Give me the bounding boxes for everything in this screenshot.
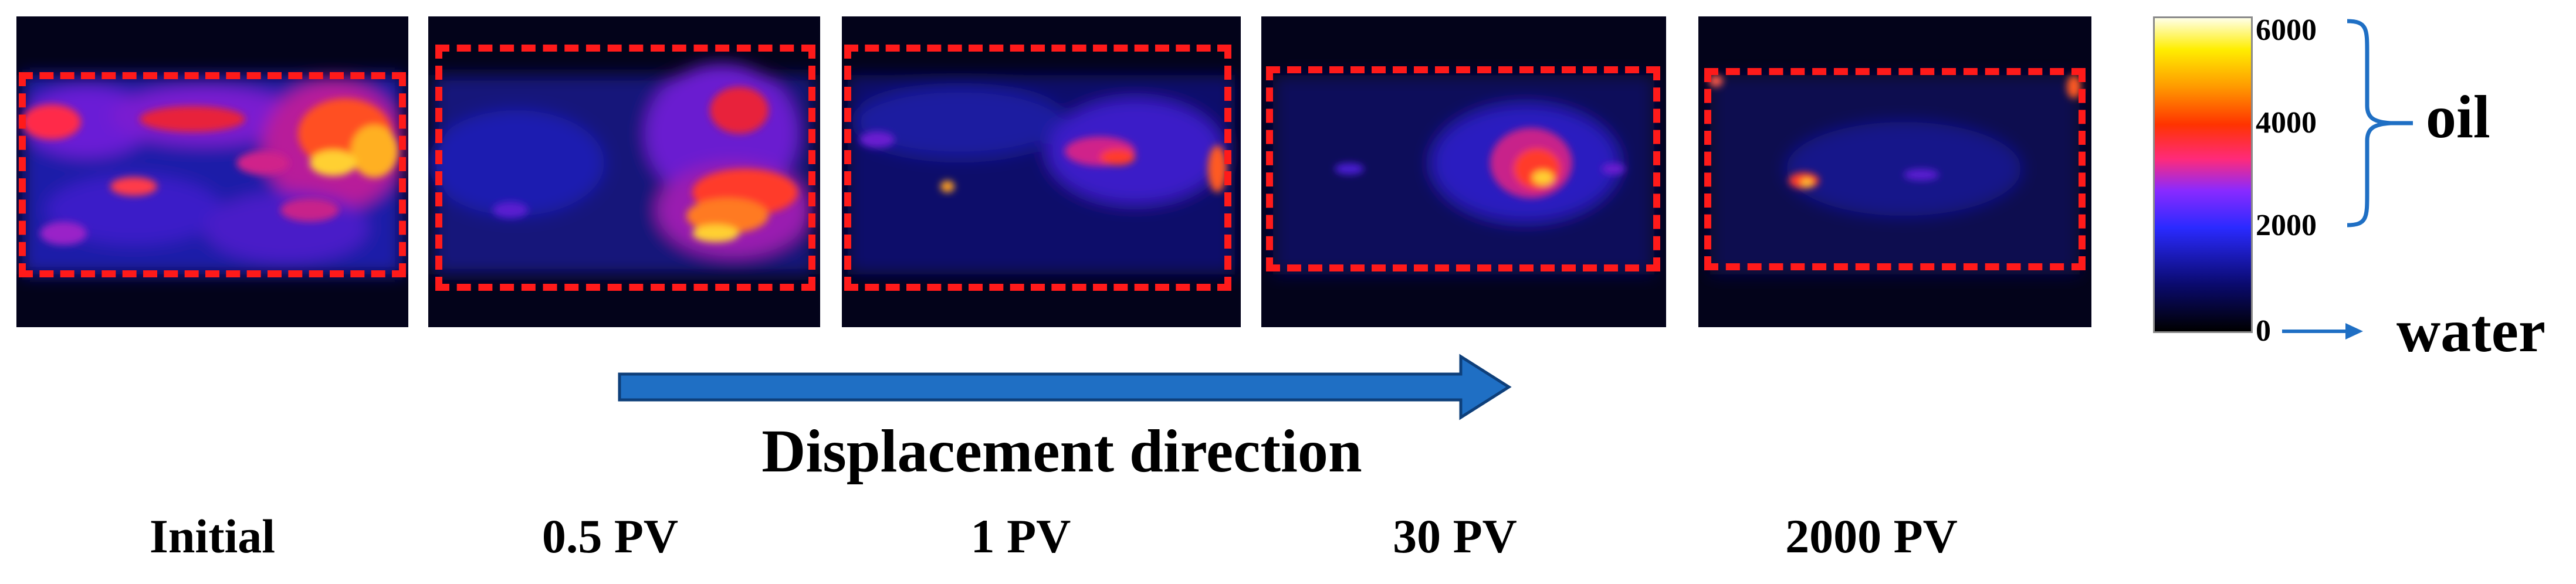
nmr-image-0-5pv (428, 16, 820, 327)
roi-box (844, 45, 1231, 291)
nmr-image-30pv (1261, 16, 1666, 327)
displacement-direction-label: Displacement direction (761, 417, 1362, 485)
oil-range-brace-icon (2347, 19, 2413, 228)
step-label-initial: Initial (149, 510, 276, 563)
colorbar-tick: 6000 (2256, 13, 2317, 47)
oil-label: oil (2426, 83, 2490, 151)
roi-box (435, 45, 815, 291)
roi-box (1704, 68, 2086, 270)
roi-box (19, 72, 406, 277)
step-label-30pv: 30 PV (1393, 510, 1517, 563)
step-label-2000pv: 2000 PV (1785, 510, 1958, 563)
colorbar (2153, 16, 2253, 333)
water-pointer-arrow-icon (2282, 323, 2363, 339)
step-label-1pv: 1 PV (970, 510, 1071, 563)
nmr-image-1pv (842, 16, 1241, 327)
nmr-image-2000pv (1698, 16, 2091, 327)
step-label-0-5pv: 0.5 PV (541, 510, 679, 563)
colorbar-tick: 0 (2256, 314, 2271, 348)
nmr-image-initial (16, 16, 408, 327)
roi-box (1266, 66, 1660, 271)
displacement-arrow-icon (618, 354, 1512, 420)
colorbar-tick: 4000 (2256, 106, 2317, 140)
colorbar-tick: 2000 (2256, 209, 2317, 242)
water-label: water (2396, 297, 2546, 365)
